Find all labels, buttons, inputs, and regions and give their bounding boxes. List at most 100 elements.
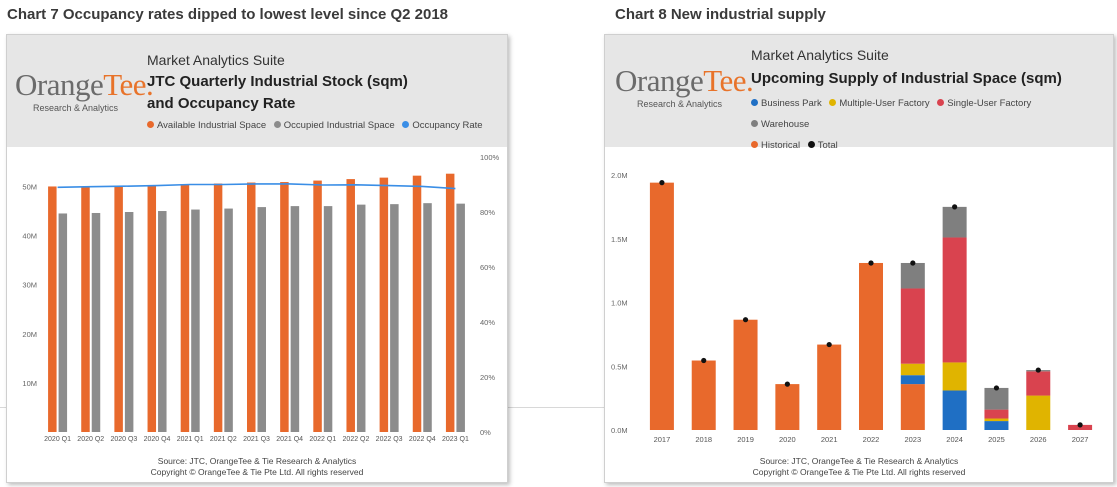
bar-available-space bbox=[445, 173, 455, 433]
total-marker bbox=[952, 204, 958, 210]
x-tick-label: 2022 Q3 bbox=[376, 436, 403, 443]
bar-occupied-space bbox=[323, 206, 333, 432]
logo-accent: Tee bbox=[103, 67, 147, 102]
y-right-tick-label: 40% bbox=[480, 318, 495, 327]
logo-mark: . bbox=[146, 67, 154, 102]
y-left-tick-label: 10M bbox=[22, 379, 37, 388]
x-tick-label: 2027 bbox=[1072, 435, 1089, 444]
total-marker bbox=[784, 381, 790, 387]
legend-label: Occupied Industrial Space bbox=[283, 120, 395, 131]
bar-occupied-space bbox=[356, 204, 366, 432]
x-tick-label: 2017 bbox=[654, 435, 671, 444]
legend-label: Single-User Factory bbox=[947, 98, 1032, 109]
x-tick-label: 2022 Q1 bbox=[309, 436, 336, 443]
bar-available-space bbox=[48, 186, 57, 432]
x-tick-label: 2018 bbox=[695, 435, 712, 444]
bar-segment-multiple-user-factory bbox=[900, 363, 925, 376]
y-right-tick-label: 0% bbox=[480, 428, 491, 437]
x-tick-label: 2023 bbox=[904, 435, 921, 444]
bar-available-space bbox=[412, 175, 422, 433]
bar-segment-single-user-factory bbox=[984, 409, 1009, 419]
total-marker bbox=[826, 341, 832, 348]
x-tick-label: 2019 bbox=[737, 435, 754, 444]
chart7-source: Source: JTC, OrangeTee & Tie Research & … bbox=[7, 456, 507, 478]
x-tick-label: 2021 Q4 bbox=[276, 436, 303, 443]
bar-occupied-space bbox=[158, 211, 167, 432]
legend-swatch bbox=[829, 98, 837, 106]
legend-label: Business Park bbox=[761, 98, 822, 109]
legend-swatch bbox=[402, 120, 410, 128]
bar-available-space bbox=[280, 182, 289, 432]
y-tick-label: 2.0M bbox=[611, 171, 628, 180]
chart8-plot: 0.0M 0.5M 1.0M 1.5M 2.0M 2017 2018 2019 2020 2021… bbox=[611, 171, 1093, 444]
bar-segment-business-park bbox=[984, 421, 1009, 430]
legend-label: Historical bbox=[761, 140, 801, 151]
chart8-caption: Chart 8 New industrial supply bbox=[615, 6, 826, 23]
legend-item: Multiple-User Factory bbox=[829, 93, 930, 114]
logo-text: Orange bbox=[615, 63, 704, 98]
y-right-tick-label: 80% bbox=[480, 208, 495, 217]
legend-label: Total bbox=[817, 140, 838, 151]
legend-label: Warehouse bbox=[761, 119, 810, 130]
total-marker bbox=[1035, 367, 1041, 373]
legend-swatch bbox=[937, 98, 945, 106]
y-left-tick-label: 50M bbox=[22, 182, 37, 191]
x-tick-label: 2021 bbox=[821, 435, 838, 444]
legend-item: Warehouse bbox=[751, 114, 809, 135]
y-tick-label: 0.0M bbox=[611, 426, 628, 435]
y-tick-label: 1.0M bbox=[611, 299, 628, 308]
total-marker bbox=[1077, 422, 1083, 428]
bar-segment-multiple-user-factory bbox=[1026, 395, 1051, 430]
total-marker bbox=[742, 317, 749, 323]
legend-label: Multiple-User Factory bbox=[839, 98, 930, 109]
legend-swatch bbox=[751, 98, 758, 106]
legend-swatch bbox=[147, 120, 154, 128]
bar-available-space bbox=[346, 179, 355, 432]
chart7-header: OrangeTee. Research & Analytics Market A… bbox=[7, 35, 507, 147]
legend-item: Historical bbox=[751, 135, 800, 156]
bar-segment-historical bbox=[733, 319, 758, 430]
bar-occupied-space bbox=[290, 206, 300, 432]
chart8-header: OrangeTee. Research & Analytics Market A… bbox=[605, 35, 1113, 151]
total-marker bbox=[659, 180, 665, 186]
chart8-panel: OrangeTee. Research & Analytics Market A… bbox=[604, 34, 1114, 483]
bar-available-space bbox=[379, 177, 389, 432]
chart7-legend: Available Industrial Space Occupied Indu… bbox=[147, 115, 488, 136]
total-marker bbox=[868, 260, 874, 266]
total-marker bbox=[993, 385, 1000, 391]
bar-occupied-space bbox=[191, 209, 200, 432]
page-divider bbox=[506, 407, 606, 408]
bar-occupied-space bbox=[91, 212, 101, 432]
suite-label: Market Analytics Suite bbox=[751, 47, 889, 63]
x-tick-label: 2020 Q3 bbox=[110, 436, 137, 443]
legend-swatch bbox=[273, 120, 281, 128]
chart7-title-line1: JTC Quarterly Industrial Stock (sqm) bbox=[147, 73, 408, 90]
copyright-line: Copyright © OrangeTee & Tie Pte Ltd. All… bbox=[752, 467, 966, 477]
suite-label: Market Analytics Suite bbox=[147, 52, 285, 68]
bar-occupied-space bbox=[224, 208, 233, 432]
legend-item: Occupancy Rate bbox=[402, 115, 483, 136]
bar-segment-business-park bbox=[942, 390, 967, 430]
bar-segment-multiple-user-factory bbox=[984, 418, 1009, 422]
x-tick-label: 2021 Q3 bbox=[243, 436, 270, 443]
x-tick-label: 2025 bbox=[988, 435, 1005, 444]
x-tick-label: 2023 Q1 bbox=[442, 436, 469, 443]
logo-mark: . bbox=[746, 63, 754, 98]
bar-available-space bbox=[180, 184, 190, 432]
total-marker bbox=[910, 260, 916, 266]
bar-occupied-space bbox=[423, 203, 432, 432]
logo-subtitle: Research & Analytics bbox=[637, 99, 723, 109]
legend-row: Business Park Multiple-User Factory Sing… bbox=[751, 93, 1101, 135]
orangetee-logo: OrangeTee. bbox=[615, 63, 754, 99]
bar-segment-business-park bbox=[900, 375, 925, 385]
y-right-tick-label: 20% bbox=[480, 373, 495, 382]
bar-segment-warehouse bbox=[900, 262, 925, 289]
x-tick-label: 2021 Q1 bbox=[177, 436, 204, 443]
bar-available-space bbox=[247, 182, 256, 432]
source-line: Source: JTC, OrangeTee & Tie Research & … bbox=[759, 456, 959, 466]
bar-segment-historical bbox=[900, 384, 925, 430]
legend-row: Historical Total bbox=[751, 135, 1101, 156]
bar-segment-historical bbox=[859, 262, 883, 430]
bar-occupied-space bbox=[456, 203, 465, 432]
x-tick-label: 2020 Q2 bbox=[77, 436, 104, 443]
